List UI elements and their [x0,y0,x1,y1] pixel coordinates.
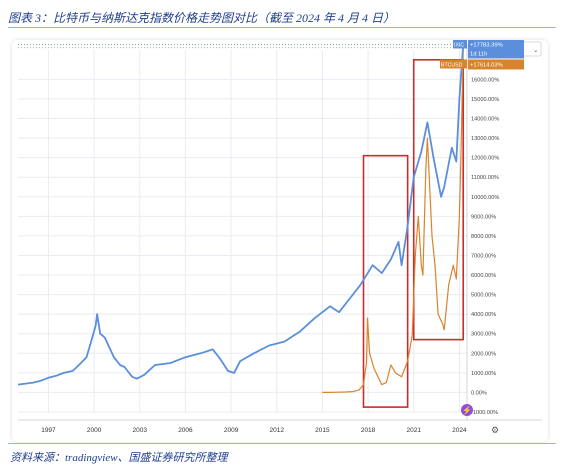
series-layer [17,44,467,393]
axis-layer: 16000.00% 15000.00% 14000.00% 13000.00% 1200… [18,44,542,434]
ixic-value-badge [468,39,524,59]
lightning-icon-badge [461,404,473,416]
x-tick-label: 2012 [270,427,285,434]
y-tick-label: 13000.00% [471,136,499,142]
ixic-symbol-label: IXIC [454,42,464,48]
ixic-symbol-badge [453,39,467,49]
y-tick-label: 11000.00% [471,175,499,181]
y-tick-label: 12000.00% [471,156,499,162]
footer-divider [8,443,556,444]
ixic-countdown-label: 1d 11h [470,51,487,57]
x-tick-label: 2018 [361,427,376,434]
y-tick-label: 14000.00% [471,116,499,122]
x-tick-label: 2000 [87,427,102,434]
title-divider [8,27,556,28]
y-tick-label: 4000.00% [471,312,496,318]
btc-value-label: +17614.03% [470,62,503,68]
y-tick-label: -1000.00% [471,410,498,416]
x-tick-label: 2015 [315,427,330,434]
y-tick-label: 10000.00% [471,195,499,201]
x-tick-label: 1997 [41,427,56,434]
y-tick-label: 8000.00% [471,234,496,240]
series-line-btcusd [322,47,464,393]
ui-layer: USD⌄IXIC+17783.39%1d 11hBTCUSD+17614.03%… [440,39,542,435]
y-tick-label: 16000.00% [471,77,499,83]
x-tick-label: 2024 [452,427,467,434]
y-tick-label: 15000.00% [471,97,499,103]
highlight-box [362,154,409,408]
page-title: 图表 3：比特币与纳斯达克指数价格走势图对比（截至 2024 年 4 月 4 日… [8,11,396,25]
x-tick-label: 2021 [406,427,421,434]
y-tick-label: 1000.00% [471,371,496,377]
y-tick-label: 0.00% [471,390,487,396]
lightning-icon: ⚡ [462,405,472,415]
btc-value-badge [468,59,524,70]
ixic-value-label: +17783.39% [470,42,503,48]
source-note: 资料来源：tradingview、国盛证券研究所整理 [10,452,228,464]
series-line-ixic [17,44,465,386]
y-tick-label: 3000.00% [471,332,496,338]
gear-icon: ⚙ [491,425,499,435]
x-tick-label: 2006 [178,427,193,434]
y-tick-label: 5000.00% [471,293,496,299]
y-tick-label: 9000.00% [471,214,496,220]
btc-symbol-badge [440,59,467,69]
y-tick-label: 7000.00% [471,253,496,259]
chevron-down-icon: ⌄ [533,47,538,54]
x-tick-label: 2009 [224,427,239,434]
y-tick-label: 2000.00% [471,351,496,357]
btc-symbol-label: BTCUSD [441,62,463,68]
grid-layer [18,50,467,413]
highlight-box [412,58,464,341]
y-tick-label: 6000.00% [471,273,496,279]
price-comparison-chart: 16000.00% 15000.00% 14000.00% 13000.00% 1200… [17,39,542,435]
chart-panel: 16000.00% 15000.00% 14000.00% 13000.00% 1200… [12,39,548,442]
x-tick-label: 2003 [133,427,148,434]
